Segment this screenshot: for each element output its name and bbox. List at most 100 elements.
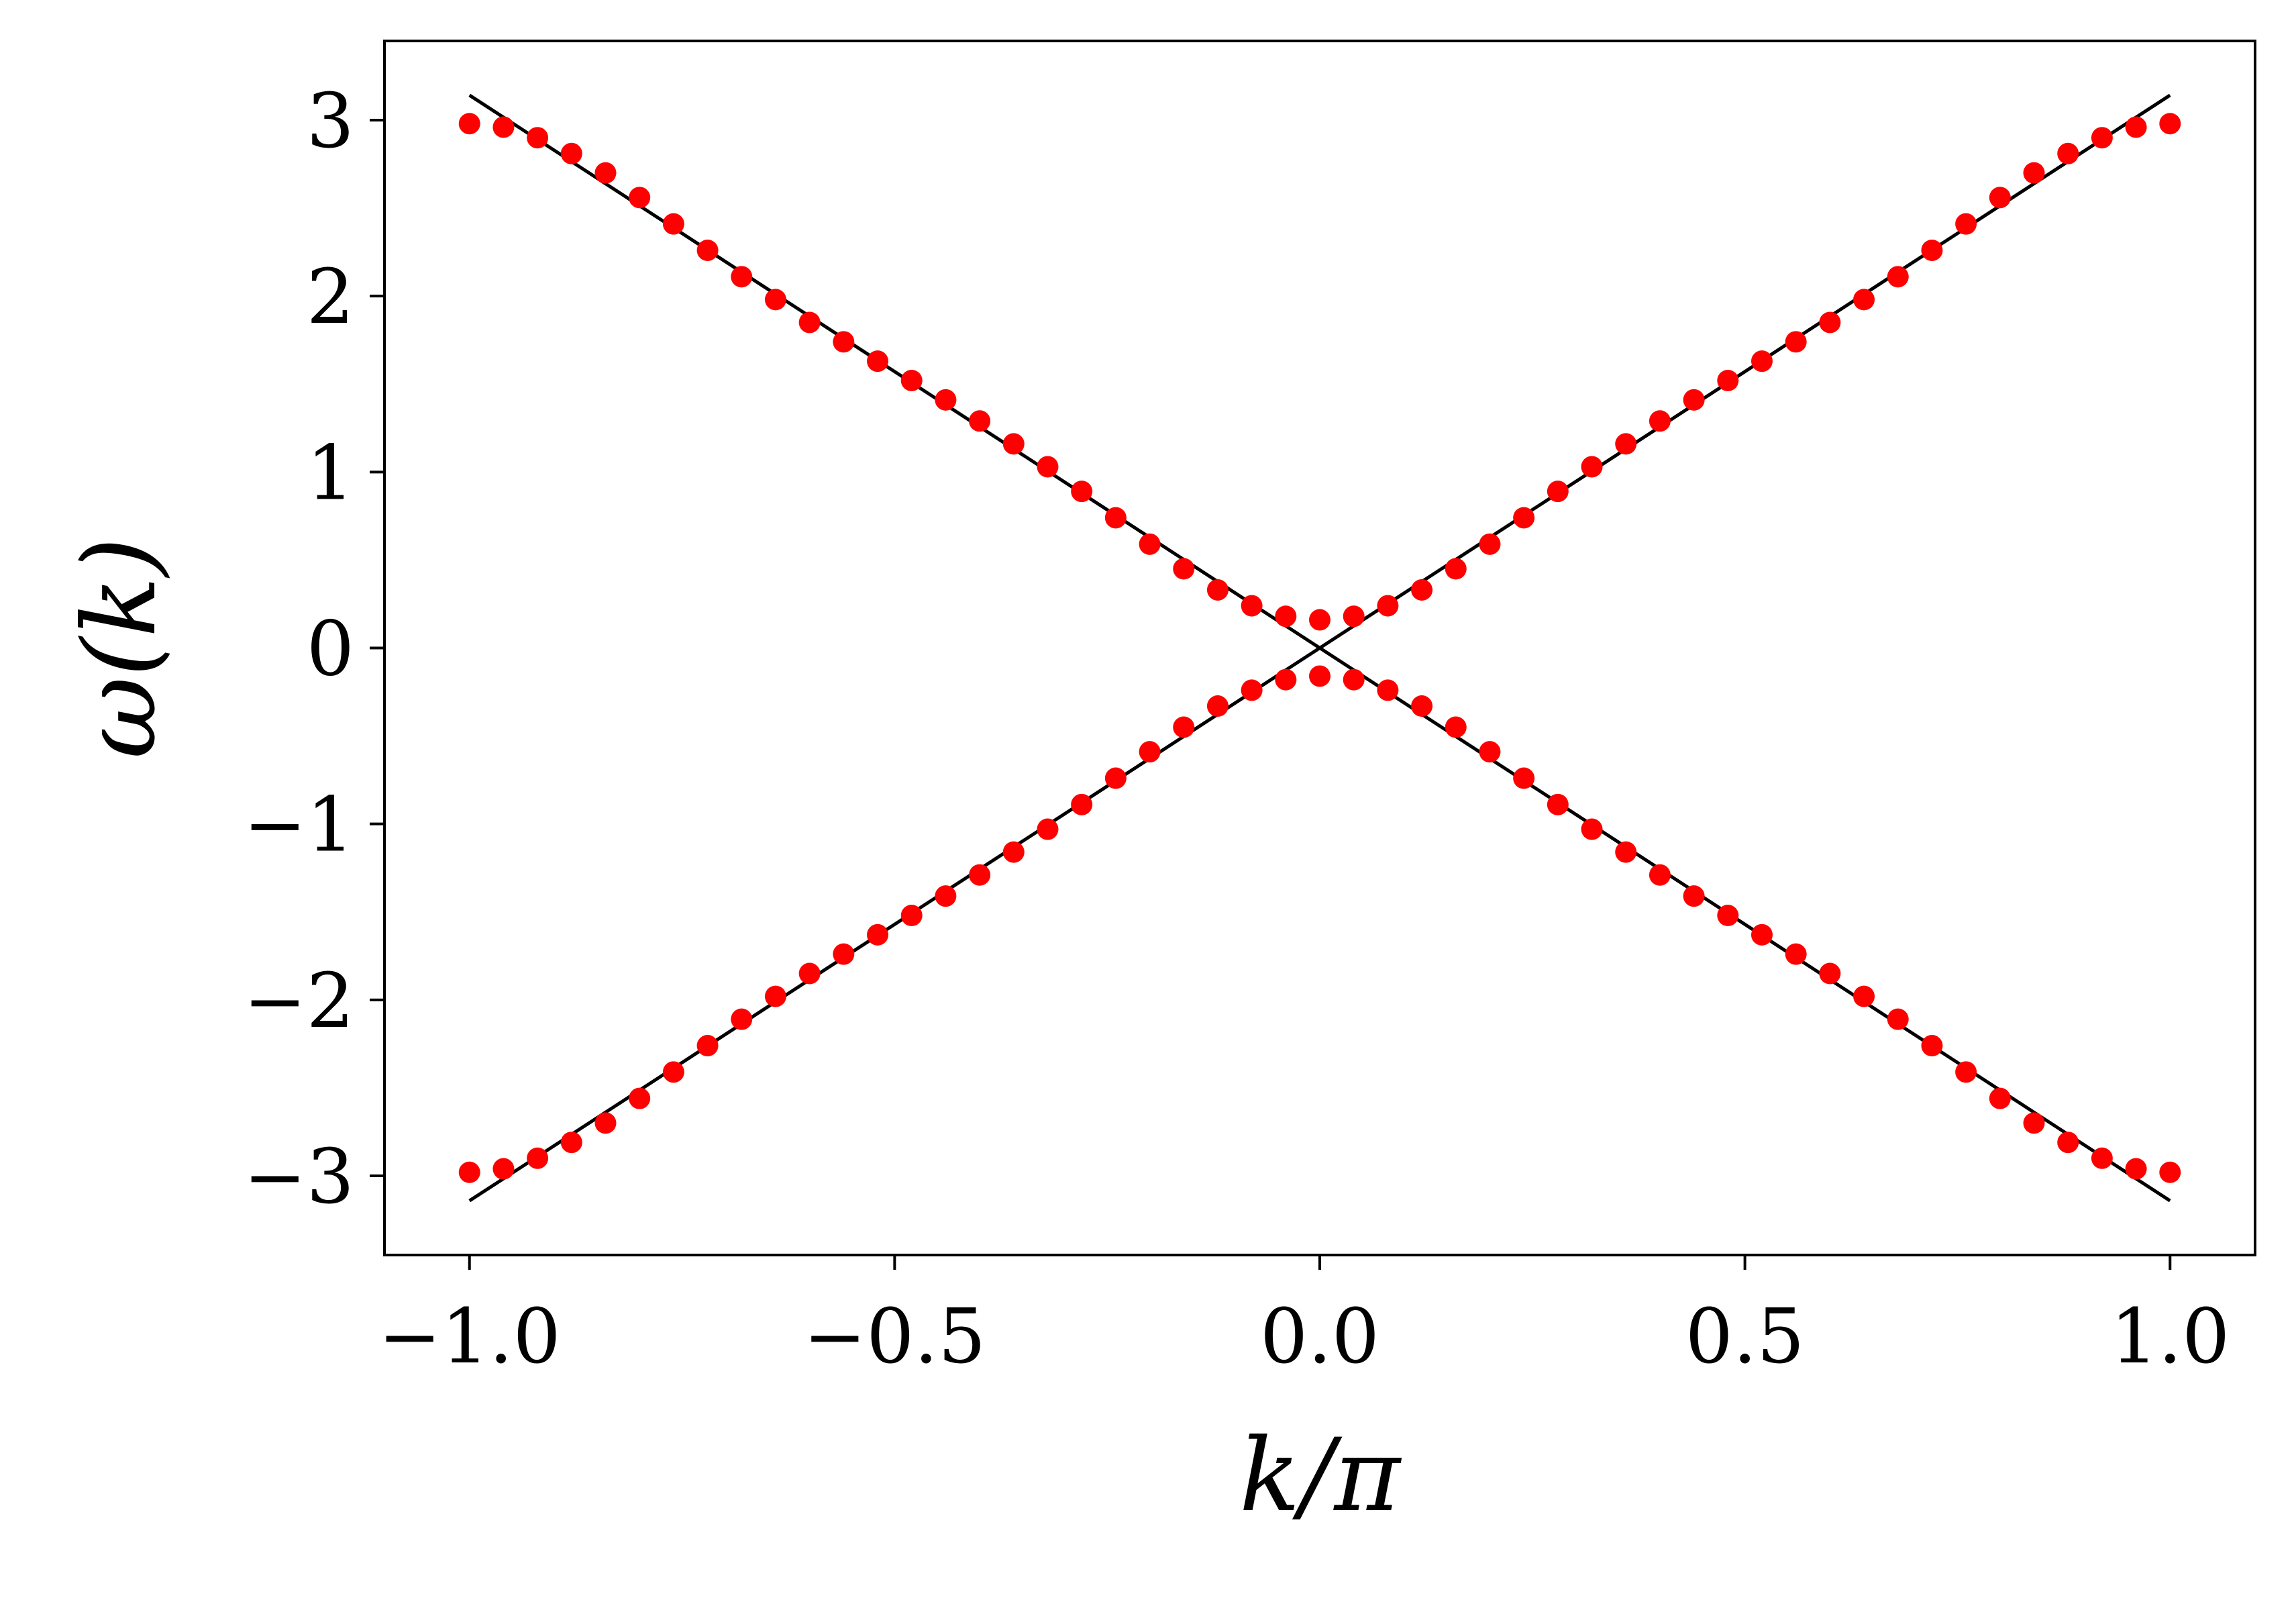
- upper-band-point: [1547, 481, 1569, 503]
- lower-band-point: [1445, 716, 1467, 738]
- lower-band-point: [1683, 885, 1705, 907]
- upper-band-point: [1002, 433, 1025, 455]
- upper-band-point: [1139, 533, 1161, 555]
- lower-band-point: [1377, 679, 1399, 701]
- lower-band-point: [1649, 864, 1671, 886]
- upper-band-point: [900, 369, 923, 391]
- lower-band-point: [867, 923, 889, 946]
- lower-band-point: [696, 1035, 719, 1057]
- y-tick-label: 3: [307, 78, 354, 165]
- lower-band-point: [594, 1112, 617, 1134]
- upper-band-point: [867, 350, 889, 372]
- upper-band-point: [2159, 113, 2181, 135]
- lower-band-point: [1751, 923, 1773, 946]
- lower-band-point: [2125, 1158, 2147, 1180]
- lower-band-point: [1173, 716, 1195, 738]
- upper-band-point: [764, 289, 786, 311]
- lower-band-point: [1139, 741, 1161, 763]
- x-tick-label: 0.0: [1260, 1293, 1379, 1381]
- upper-band-point: [458, 113, 480, 135]
- series-lines: [468, 93, 2171, 1203]
- lower-band-point: [969, 864, 991, 886]
- x-axis: −1.0 −0.5 0.0 0.5 1.0: [378, 1255, 2230, 1381]
- upper-band-point: [2091, 127, 2113, 149]
- lower-band-point: [1581, 818, 1603, 840]
- upper-band-point: [1071, 481, 1093, 503]
- lower-band-point: [2159, 1161, 2181, 1183]
- lower-band-point: [1241, 679, 1263, 701]
- upper-band-point: [1921, 239, 1943, 261]
- upper-band-point: [1853, 289, 1875, 311]
- lower-band-point: [662, 1061, 684, 1083]
- upper-band-point: [731, 266, 753, 288]
- upper-band-point: [629, 187, 651, 209]
- theory-line-2: [468, 93, 2171, 1203]
- upper-band-point: [1785, 331, 1807, 353]
- lower-band-point: [1989, 1087, 2011, 1109]
- upper-band-point: [2057, 142, 2079, 164]
- upper-band-point: [1751, 350, 1773, 372]
- lower-band-point: [1513, 767, 1535, 789]
- upper-band-point: [1309, 609, 1330, 631]
- upper-band-point: [696, 239, 719, 261]
- upper-band-point: [1037, 456, 1059, 478]
- lower-band-point: [492, 1158, 515, 1180]
- lower-band-point: [833, 943, 855, 965]
- lower-band-point: [1853, 985, 1875, 1007]
- upper-band-point: [2125, 116, 2147, 138]
- lower-band-point: [527, 1147, 549, 1169]
- x-tick-label: 0.5: [1685, 1293, 1805, 1381]
- upper-band-point: [662, 213, 684, 235]
- y-tick-label: −2: [244, 958, 354, 1045]
- x-tick-label: 1.0: [2110, 1293, 2230, 1381]
- upper-band-point: [1173, 558, 1195, 580]
- upper-band-point: [1683, 389, 1705, 411]
- upper-band-point: [1206, 579, 1229, 601]
- upper-band-point: [1717, 369, 1739, 391]
- upper-band-point: [1411, 579, 1433, 601]
- y-axis: −3 −2 −1 0 1 2 3: [244, 78, 384, 1221]
- lower-band-point: [1037, 818, 1059, 840]
- upper-band-point: [1649, 410, 1671, 432]
- upper-band-point: [1989, 187, 2011, 209]
- lower-band-point: [798, 962, 821, 985]
- x-tick-label: −1.0: [378, 1293, 561, 1381]
- lower-band-point: [1921, 1035, 1943, 1057]
- upper-band-point: [798, 311, 821, 334]
- upper-band-point: [1887, 266, 1909, 288]
- y-tick-label: 0: [307, 606, 354, 693]
- lower-band-point: [2057, 1132, 2079, 1154]
- lower-band-point: [1343, 668, 1365, 691]
- upper-band-point: [1581, 456, 1603, 478]
- upper-band-point: [1377, 595, 1399, 617]
- y-axis-label: ω(k): [62, 537, 178, 758]
- upper-band-point: [1819, 311, 1841, 334]
- upper-band-point: [1479, 533, 1501, 555]
- upper-band-point: [1445, 558, 1467, 580]
- upper-band-point: [1275, 605, 1297, 628]
- series-points: [458, 113, 2181, 1183]
- upper-band-point: [1615, 433, 1637, 455]
- upper-band-point: [1955, 213, 1977, 235]
- lower-band-point: [1785, 943, 1807, 965]
- upper-band-point: [1343, 605, 1365, 628]
- upper-band-point: [935, 389, 957, 411]
- lower-band-point: [1887, 1008, 1909, 1030]
- y-tick-label: 2: [307, 254, 354, 341]
- lower-band-point: [2023, 1112, 2045, 1134]
- lower-band-point: [1309, 665, 1330, 687]
- lower-band-point: [1955, 1061, 1977, 1083]
- lower-band-point: [1002, 841, 1025, 863]
- lower-band-point: [1479, 741, 1501, 763]
- lower-band-point: [731, 1008, 753, 1030]
- upper-band-point: [833, 331, 855, 353]
- upper-band-point: [594, 162, 617, 184]
- upper-band-point: [527, 127, 549, 149]
- y-tick-label: −3: [244, 1134, 354, 1221]
- lower-band-point: [2091, 1147, 2113, 1169]
- upper-band-point: [2023, 162, 2045, 184]
- lower-band-point: [560, 1132, 582, 1154]
- lower-band-point: [764, 985, 786, 1007]
